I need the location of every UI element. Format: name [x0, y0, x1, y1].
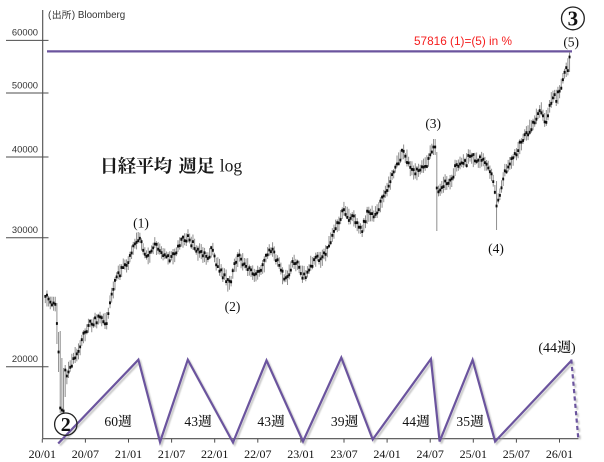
- svg-text:20/01: 20/01: [29, 447, 56, 461]
- svg-text:(2): (2): [225, 299, 241, 314]
- svg-text:22/01: 22/01: [201, 447, 228, 461]
- svg-text:(3): (3): [425, 116, 441, 131]
- svg-text:35: 35: [456, 414, 470, 429]
- svg-text:log: log: [220, 156, 243, 176]
- svg-text:21/07: 21/07: [158, 447, 185, 461]
- svg-text:44: 44: [543, 341, 557, 356]
- svg-text:43: 43: [257, 414, 271, 429]
- svg-text:43: 43: [184, 414, 198, 429]
- svg-text:50000: 50000: [12, 79, 38, 90]
- svg-text:60000: 60000: [12, 27, 38, 38]
- svg-text:21/01: 21/01: [115, 447, 142, 461]
- svg-text:23/07: 23/07: [330, 447, 357, 461]
- svg-text:30000: 30000: [12, 224, 38, 235]
- svg-text:44: 44: [402, 414, 416, 429]
- svg-text:20000: 20000: [12, 353, 38, 364]
- svg-text:25/01: 25/01: [460, 447, 487, 461]
- svg-text:): ): [571, 341, 576, 356]
- svg-text:) Bloomberg: ) Bloomberg: [72, 10, 125, 21]
- svg-text:26/01: 26/01: [546, 447, 573, 461]
- svg-text:20/07: 20/07: [72, 447, 99, 461]
- svg-text:23/01: 23/01: [287, 447, 314, 461]
- svg-text:24/07: 24/07: [417, 447, 444, 461]
- svg-text:(: (: [538, 341, 543, 356]
- svg-text:60: 60: [104, 414, 118, 429]
- svg-text:57816 (1)=(5) in %: 57816 (1)=(5) in %: [414, 34, 513, 48]
- svg-text:(4): (4): [488, 241, 504, 256]
- svg-text:25/07: 25/07: [503, 447, 530, 461]
- svg-text:(1): (1): [133, 216, 149, 231]
- svg-text:(: (: [48, 10, 52, 21]
- svg-text:40000: 40000: [12, 143, 38, 154]
- svg-text:(5): (5): [563, 35, 579, 50]
- svg-text:2: 2: [61, 414, 71, 436]
- svg-text:24/01: 24/01: [373, 447, 400, 461]
- svg-text:3: 3: [568, 6, 579, 30]
- svg-text:22/07: 22/07: [244, 447, 271, 461]
- svg-text:39: 39: [331, 414, 345, 429]
